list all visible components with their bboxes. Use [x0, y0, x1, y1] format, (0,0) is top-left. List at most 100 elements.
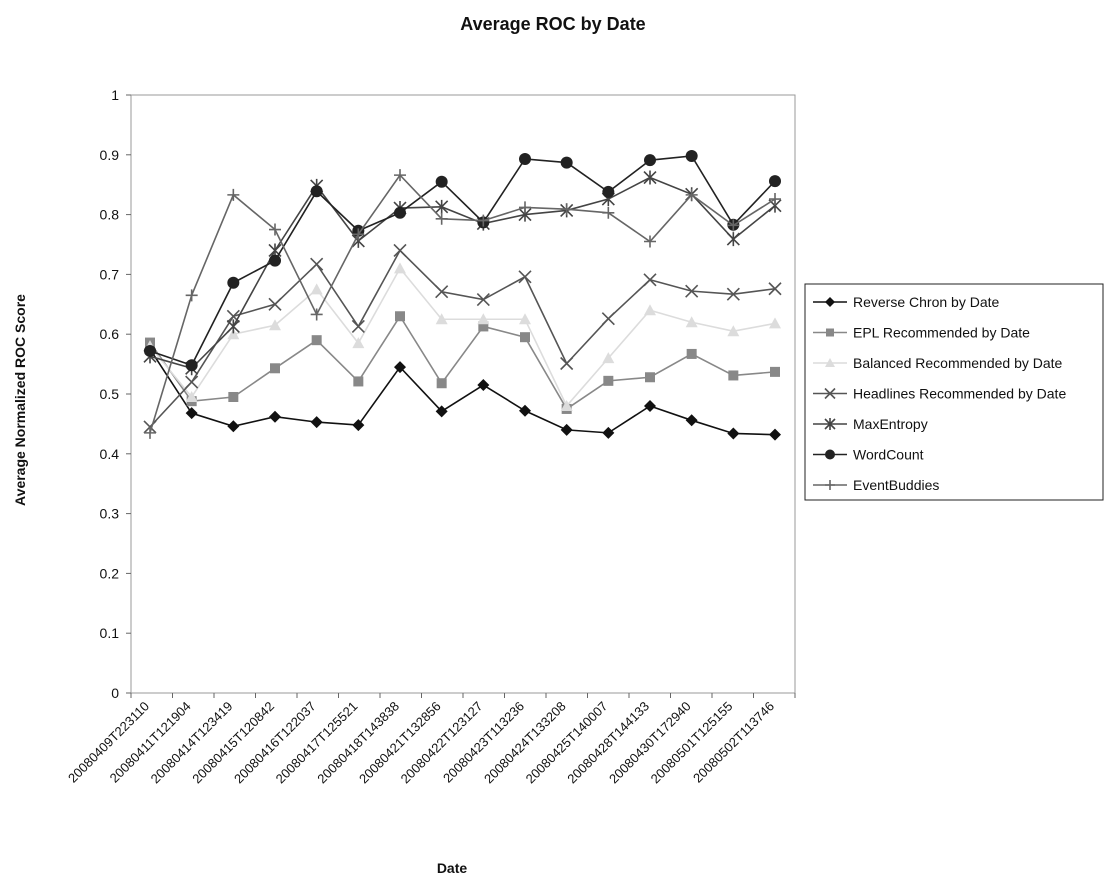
data-point-marker: [685, 284, 699, 298]
legend-label: WordCount: [853, 447, 924, 463]
data-point-marker: [394, 262, 406, 274]
data-point-marker: [602, 426, 615, 439]
data-point-marker: [395, 311, 405, 322]
data-point-marker: [769, 317, 781, 329]
x-axis-ticks: 20080409T22311020080411T12190420080414T1…: [65, 693, 796, 786]
data-point-marker: [644, 304, 656, 316]
data-point-marker: [726, 287, 740, 301]
data-point-marker: [727, 325, 740, 337]
legend-label: Reverse Chron by Date: [853, 294, 1000, 310]
data-point-marker: [644, 399, 656, 412]
data-point-marker: [476, 292, 490, 307]
series-line: [149, 155, 776, 367]
data-point-marker: [519, 313, 531, 325]
data-point-marker: [727, 219, 740, 232]
data-point-marker: [519, 201, 531, 214]
data-point-marker: [645, 372, 655, 383]
data-point-marker: [268, 297, 282, 311]
data-point-marker: [185, 407, 198, 420]
x-tick-label: 20080502T113746: [690, 699, 777, 786]
data-point-marker: [228, 391, 239, 402]
data-point-marker: [227, 328, 240, 340]
y-tick-label: 1: [111, 87, 119, 103]
data-point-marker: [826, 328, 834, 337]
series-line: [149, 314, 776, 411]
data-point-marker: [435, 199, 449, 214]
legend-box: [804, 283, 1104, 501]
data-point-marker: [269, 223, 281, 236]
data-point-marker: [825, 480, 835, 490]
data-point-marker: [394, 206, 406, 219]
data-point-marker: [435, 405, 448, 418]
data-point-marker: [311, 335, 322, 346]
data-point-marker: [144, 426, 156, 439]
data-point-marker: [310, 257, 324, 271]
series-line: [149, 249, 776, 428]
y-tick-label: 0.7: [100, 266, 120, 282]
data-point-marker: [269, 410, 281, 423]
data-point-marker: [435, 212, 448, 225]
data-point-marker: [560, 156, 573, 169]
data-point-marker: [353, 376, 364, 387]
data-point-marker: [269, 319, 281, 331]
data-point-marker: [435, 313, 448, 325]
y-tick-label: 0.3: [100, 506, 120, 522]
data-point-marker: [728, 370, 739, 381]
data-point-marker: [643, 170, 657, 185]
data-point-marker: [477, 379, 490, 392]
series-line: [149, 173, 776, 434]
data-point-marker: [227, 420, 240, 433]
data-point-marker: [560, 423, 573, 436]
data-point-marker: [519, 152, 531, 165]
data-point-marker: [269, 254, 281, 267]
y-tick-label: 0.9: [100, 147, 120, 163]
chart-title: Average ROC by Date: [460, 14, 645, 34]
data-point-marker: [435, 175, 448, 188]
data-point-marker: [185, 375, 199, 389]
data-point-marker: [518, 270, 532, 284]
data-point-marker: [825, 358, 835, 367]
data-point-marker: [643, 273, 657, 287]
y-tick-label: 0.2: [100, 565, 120, 581]
data-point-marker: [144, 344, 156, 357]
series-eventbuddies: [144, 169, 781, 439]
data-point-marker: [685, 149, 698, 162]
data-point-marker: [825, 449, 835, 460]
data-point-marker: [602, 206, 615, 219]
x-axis-label: Date: [437, 860, 468, 876]
legend: Reverse Chron by Date EPL Recommended by …: [804, 283, 1104, 501]
data-point-marker: [477, 313, 490, 325]
data-point-marker: [478, 321, 489, 332]
y-axis-label: Average Normalized ROC Score: [12, 294, 28, 506]
data-point-marker: [477, 214, 490, 227]
data-point-marker: [644, 235, 656, 248]
data-point-marker: [227, 276, 240, 289]
data-point-marker: [227, 188, 240, 201]
data-point-marker: [352, 337, 365, 349]
data-point-marker: [601, 312, 615, 326]
data-point-marker: [685, 316, 698, 328]
data-point-marker: [644, 154, 656, 167]
data-point-marker: [560, 399, 573, 411]
legend-label: MaxEntropy: [853, 416, 928, 432]
data-point-marker: [602, 352, 615, 364]
data-point-marker: [226, 319, 240, 334]
data-point-marker: [825, 297, 835, 307]
data-point-marker: [185, 289, 198, 302]
y-tick-label: 0: [111, 685, 119, 701]
y-tick-label: 0.6: [100, 326, 120, 342]
series-wordcount: [144, 149, 781, 372]
legend-label: EPL Recommended by Date: [853, 325, 1030, 341]
y-tick-label: 0.8: [100, 207, 120, 223]
data-point-marker: [769, 428, 781, 441]
y-axis-ticks: 0 0.1 0.2 0.3 0.4 0.5 0.6 0.7 0.8 0.9 1: [100, 87, 131, 701]
series-balanced-recommended-by-date: [144, 262, 781, 411]
data-point-marker: [769, 193, 781, 206]
y-tick-label: 0.4: [100, 446, 120, 462]
data-point-marker: [770, 366, 780, 377]
legend-label: EventBuddies: [853, 477, 939, 493]
data-point-marker: [769, 175, 781, 188]
data-point-marker: [560, 356, 574, 371]
